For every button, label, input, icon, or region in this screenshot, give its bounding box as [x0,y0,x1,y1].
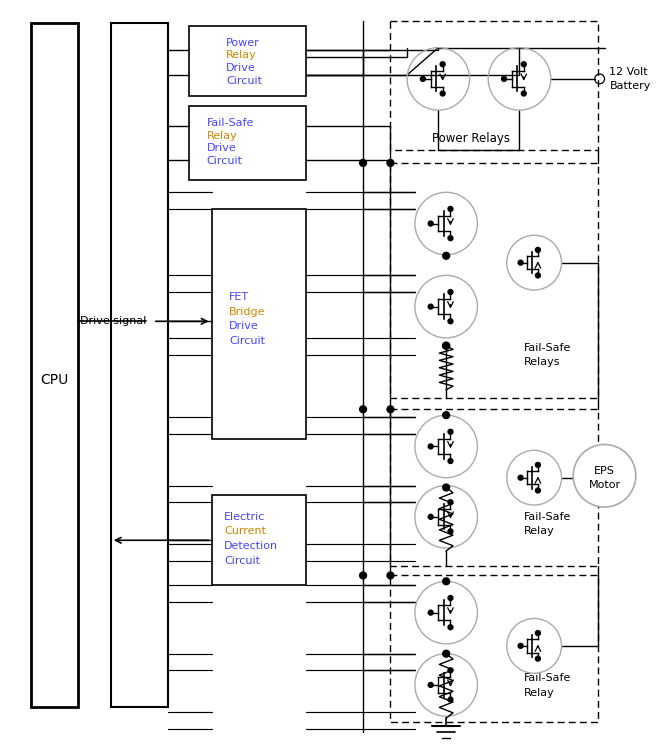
Text: Fail-Safe: Fail-Safe [524,342,572,353]
Text: Drive: Drive [226,63,256,73]
Text: Drive: Drive [229,321,259,331]
Circle shape [387,406,394,413]
Text: Relay: Relay [524,526,555,537]
Circle shape [448,596,453,600]
Bar [390,21,597,150]
Text: Current: Current [224,526,266,537]
Circle shape [443,342,449,349]
Circle shape [448,668,453,673]
Bar [212,209,307,438]
Circle shape [501,76,507,82]
Text: Relay: Relay [524,688,555,698]
Circle shape [428,514,433,519]
Circle shape [360,572,367,579]
Circle shape [573,445,636,507]
Circle shape [443,578,449,584]
Circle shape [428,221,433,226]
Circle shape [448,624,453,630]
Circle shape [428,683,433,687]
Circle shape [428,304,433,309]
Circle shape [536,631,540,636]
Text: EPS: EPS [594,466,615,476]
Circle shape [536,488,540,493]
Circle shape [387,572,394,579]
Text: Motor: Motor [588,479,620,490]
Text: Relay: Relay [226,51,257,60]
Circle shape [443,650,449,657]
Circle shape [443,342,449,349]
Bar [189,107,307,180]
Circle shape [536,463,540,467]
Circle shape [428,610,433,615]
Text: Power Relays: Power Relays [432,132,509,145]
Circle shape [360,406,367,413]
Text: Bridge: Bridge [229,306,266,317]
Circle shape [448,429,453,434]
Bar [111,23,168,708]
Bar [189,26,307,97]
Text: Electric: Electric [224,512,266,522]
Bar [212,495,307,585]
Text: FET: FET [229,292,249,302]
Text: Drive: Drive [207,144,236,153]
Circle shape [440,91,445,96]
Circle shape [448,290,453,294]
Circle shape [360,160,367,166]
Bar [390,575,597,722]
Circle shape [443,412,449,419]
Circle shape [448,697,453,702]
Circle shape [448,459,453,463]
Circle shape [448,500,453,504]
Circle shape [387,160,394,166]
Circle shape [521,91,526,96]
Bar [390,163,597,398]
Text: Circuit: Circuit [226,76,263,86]
Circle shape [518,643,523,649]
Text: Relays: Relays [524,358,561,367]
Circle shape [443,253,449,259]
Circle shape [440,62,445,67]
Text: 12 Volt: 12 Volt [609,67,648,77]
Circle shape [443,484,449,491]
Text: Circuit: Circuit [229,336,265,345]
Text: Circuit: Circuit [224,556,261,565]
Text: CPU: CPU [40,373,68,387]
Text: Detection: Detection [224,541,278,551]
Circle shape [448,529,453,534]
Text: Battery: Battery [609,81,651,91]
Circle shape [518,260,523,265]
Bar [31,23,78,708]
Circle shape [518,476,523,480]
Circle shape [536,247,540,253]
Circle shape [536,273,540,278]
Circle shape [448,236,453,240]
Bar [390,409,597,565]
Circle shape [448,319,453,324]
Text: Circuit: Circuit [207,156,243,166]
Text: Fail-Safe: Fail-Safe [207,118,254,128]
Text: Fail-Safe: Fail-Safe [524,512,572,522]
Circle shape [420,76,425,82]
Text: Relay: Relay [207,131,238,141]
Text: Fail-Safe: Fail-Safe [524,673,572,683]
Circle shape [448,206,453,212]
Circle shape [521,62,526,67]
Circle shape [536,656,540,661]
Text: Power: Power [226,38,260,48]
Circle shape [428,444,433,449]
Text: Drive signal: Drive signal [80,316,146,327]
